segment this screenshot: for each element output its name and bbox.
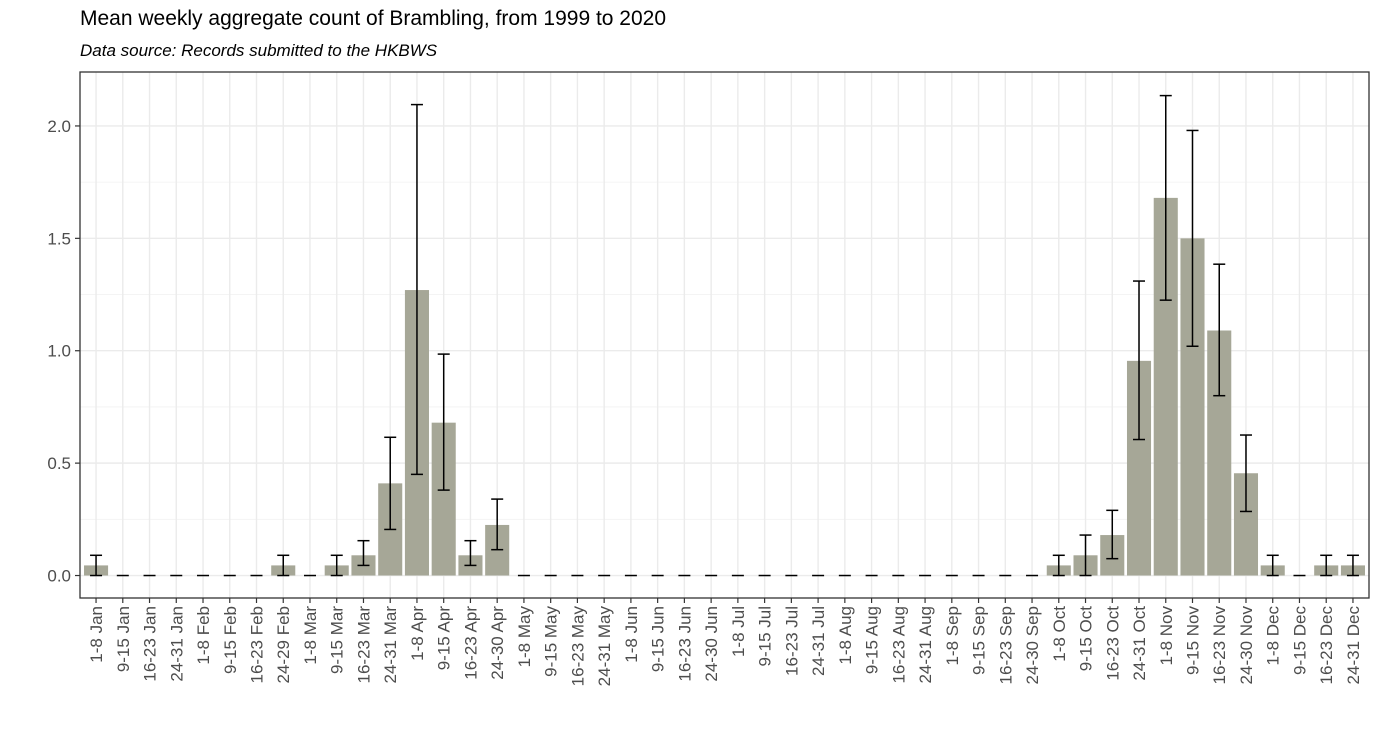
- error-bar: [1052, 554, 1065, 577]
- x-tick-label: 24-31 May: [595, 606, 614, 687]
- x-tick-label: 9-15 May: [542, 606, 561, 677]
- x-tick-label: 16-23 Mar: [354, 606, 373, 684]
- x-tick-label: 16-23 Sep: [996, 606, 1015, 684]
- x-tick-label: 1-8 Oct: [1050, 606, 1069, 662]
- error-bar: [1133, 280, 1146, 441]
- error-bars-layer: [90, 94, 1359, 577]
- error-bar: [1213, 263, 1226, 397]
- x-tick-label: 16-23 Feb: [248, 606, 267, 684]
- x-tick-label: 9-15 Oct: [1077, 606, 1096, 671]
- x-tick-label: 16-23 Oct: [1103, 606, 1122, 681]
- error-bar: [464, 539, 477, 567]
- x-tick-label: 1-8 Mar: [301, 606, 320, 665]
- error-bar: [330, 554, 343, 577]
- x-tick-label: 16-23 Jun: [675, 606, 694, 682]
- error-bar: [1239, 434, 1252, 513]
- error-bar: [491, 498, 504, 551]
- error-bar: [384, 436, 397, 531]
- x-tick-label: 24-30 Apr: [488, 606, 507, 680]
- bars-layer: [84, 197, 1365, 576]
- x-tick-label: 16-23 Jan: [141, 606, 160, 682]
- x-tick-label: 1-8 Feb: [194, 606, 213, 665]
- error-bar: [1346, 554, 1359, 577]
- x-tick-label: 9-15 Mar: [328, 606, 347, 674]
- x-tick-label: 1-8 Aug: [836, 606, 855, 665]
- x-tick-label: 9-15 Sep: [970, 606, 989, 675]
- x-tick-label: 16-23 Aug: [889, 606, 908, 684]
- x-tick-label: 16-23 Nov: [1210, 606, 1229, 685]
- x-tick-label: 16-23 Apr: [461, 606, 480, 680]
- error-bar: [410, 103, 423, 476]
- x-tick-label: 1-8 Jul: [729, 606, 748, 657]
- error-bar: [277, 554, 290, 577]
- x-tick-label: 9-15 Jun: [649, 606, 668, 672]
- y-axis: 0.0 0.5 1.0 1.5 2.0: [47, 117, 80, 586]
- x-tick-label: 9-15 Dec: [1290, 606, 1309, 675]
- x-tick-label: 9-15 Aug: [863, 606, 882, 674]
- y-tick-label: 1.0: [47, 342, 71, 361]
- x-tick-label: 24-31 Mar: [381, 606, 400, 684]
- error-bar: [1320, 554, 1333, 577]
- x-tick-label: 9-15 Nov: [1183, 606, 1202, 675]
- panel-border: [79, 71, 1370, 599]
- x-tick-label: 1-8 Dec: [1264, 606, 1283, 666]
- x-tick-label: 24-31 Dec: [1344, 606, 1363, 685]
- x-tick-label: 9-15 Feb: [221, 606, 240, 674]
- x-tick-label: 24-31 Jul: [809, 606, 828, 676]
- x-tick-label: 1-8 Nov: [1157, 606, 1176, 666]
- x-tick-label: 16-23 Dec: [1317, 606, 1336, 685]
- x-tick-label: 1-8 May: [515, 606, 534, 668]
- error-bar: [1186, 129, 1199, 347]
- error-bar: [1159, 94, 1172, 301]
- y-tick-label: 1.5: [47, 229, 71, 248]
- error-bar: [1079, 534, 1092, 577]
- x-tick-label: 9-15 Jan: [114, 606, 133, 672]
- x-axis: 1-8 Jan 9-15 Jan 16-23 Jan 24-31 Jan 1-8 Feb…: [87, 598, 1363, 686]
- x-tick-label: 1-8 Jun: [622, 606, 641, 663]
- x-tick-label: 24-30 Nov: [1237, 606, 1256, 685]
- x-tick-label: 16-23 Jul: [782, 606, 801, 676]
- x-tick-label: 1-8 Apr: [408, 606, 427, 661]
- chart-title: Mean weekly aggregate count of Brambling…: [80, 7, 667, 30]
- x-tick-label: 16-23 May: [568, 606, 587, 687]
- x-tick-label: 9-15 Jul: [756, 606, 775, 666]
- error-bar: [437, 353, 450, 491]
- x-tick-label: 24-31 Aug: [916, 606, 935, 684]
- error-bar: [90, 554, 103, 577]
- error-bar: [357, 539, 370, 567]
- y-tick-label: 2.0: [47, 117, 71, 136]
- error-bar: [1106, 509, 1119, 560]
- x-tick-label: 9-15 Apr: [435, 606, 454, 671]
- x-tick-label: 24-31 Oct: [1130, 606, 1149, 681]
- chart-subtitle: Data source: Records submitted to the HK…: [80, 41, 438, 60]
- x-tick-label: 24-30 Sep: [1023, 606, 1042, 684]
- x-tick-label: 1-8 Sep: [943, 606, 962, 666]
- error-bar: [1266, 554, 1279, 577]
- y-tick-label: 0.5: [47, 454, 71, 473]
- y-tick-label: 0.0: [47, 567, 71, 586]
- x-tick-label: 24-29 Feb: [274, 606, 293, 684]
- x-tick-label: 24-30 Jun: [702, 606, 721, 682]
- x-tick-label: 1-8 Jan: [87, 606, 106, 663]
- x-tick-label: 24-31 Jan: [167, 606, 186, 682]
